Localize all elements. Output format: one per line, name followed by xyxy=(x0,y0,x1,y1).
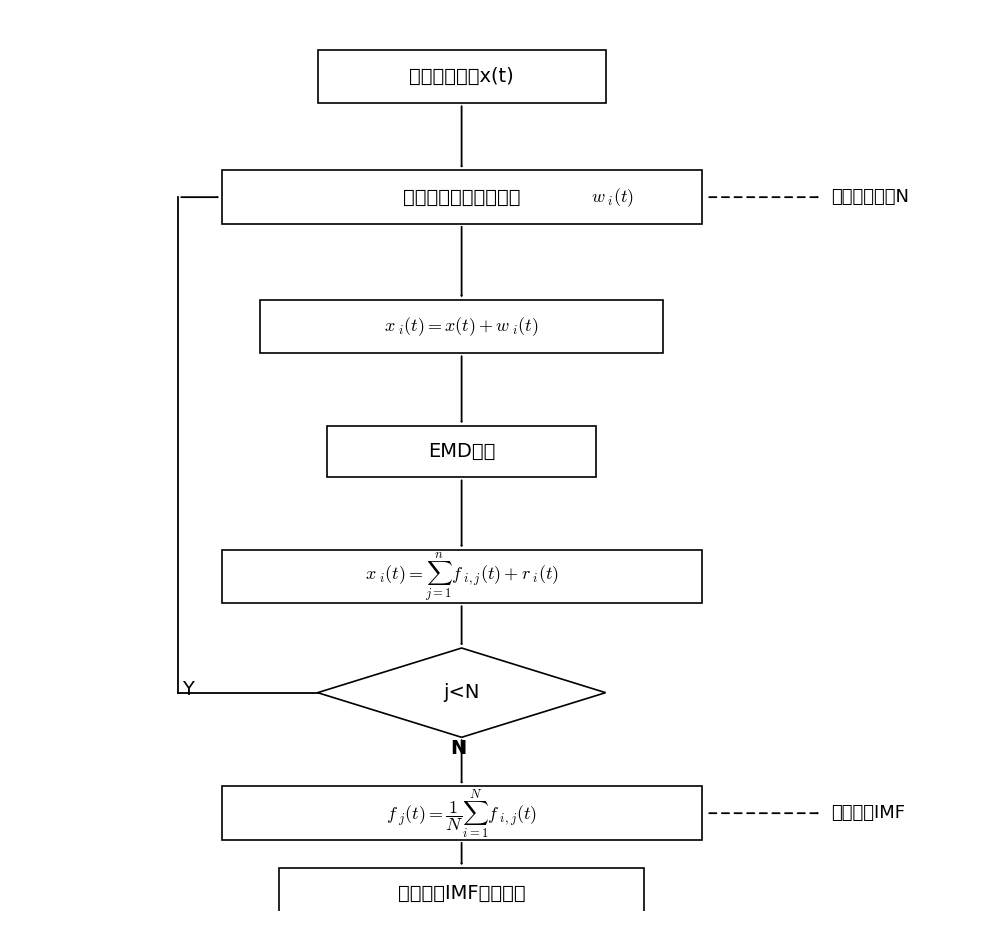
Text: j<N: j<N xyxy=(443,684,480,702)
Text: 加入不同的白噪声序列: 加入不同的白噪声序列 xyxy=(403,188,520,206)
Text: Y: Y xyxy=(182,681,194,699)
FancyBboxPatch shape xyxy=(222,170,702,224)
Polygon shape xyxy=(318,648,606,737)
FancyBboxPatch shape xyxy=(327,426,596,477)
FancyBboxPatch shape xyxy=(222,550,702,604)
FancyBboxPatch shape xyxy=(279,868,644,920)
Text: EMD分解: EMD分解 xyxy=(428,442,495,461)
Text: 船舰噪声信号x(t): 船舰噪声信号x(t) xyxy=(409,67,514,86)
Text: $\mathit{x}_{\ i}(t) = \mathit{x}(t) + \mathit{w}_{\ i}(t)$: $\mathit{x}_{\ i}(t) = \mathit{x}(t) + \… xyxy=(384,315,539,338)
Text: N: N xyxy=(451,738,467,758)
FancyBboxPatch shape xyxy=(260,299,663,353)
Text: $\mathit{w}_{\ i}(t)$: $\mathit{w}_{\ i}(t)$ xyxy=(591,186,634,208)
Text: 总体评价次数N: 总体评价次数N xyxy=(831,188,909,206)
Text: 总体平均IMF: 总体平均IMF xyxy=(831,804,905,822)
FancyBboxPatch shape xyxy=(222,787,702,840)
Text: $\mathit{f}_{\ j}(t) = \dfrac{1}{N}\sum_{i=1}^{N} \mathit{f}_{\ i,j}(t)$: $\mathit{f}_{\ j}(t) = \dfrac{1}{N}\sum_… xyxy=(386,787,537,840)
Text: $\mathit{x}_{\ i}(t) = \sum_{j=1}^{n} \mathit{f}_{\ i,j}(t) + \mathit{r}_{\ i}(t: $\mathit{x}_{\ i}(t) = \sum_{j=1}^{n} \m… xyxy=(365,551,559,603)
FancyBboxPatch shape xyxy=(318,50,606,103)
Text: 计算每个IMF的能量熵: 计算每个IMF的能量熵 xyxy=(398,884,525,903)
